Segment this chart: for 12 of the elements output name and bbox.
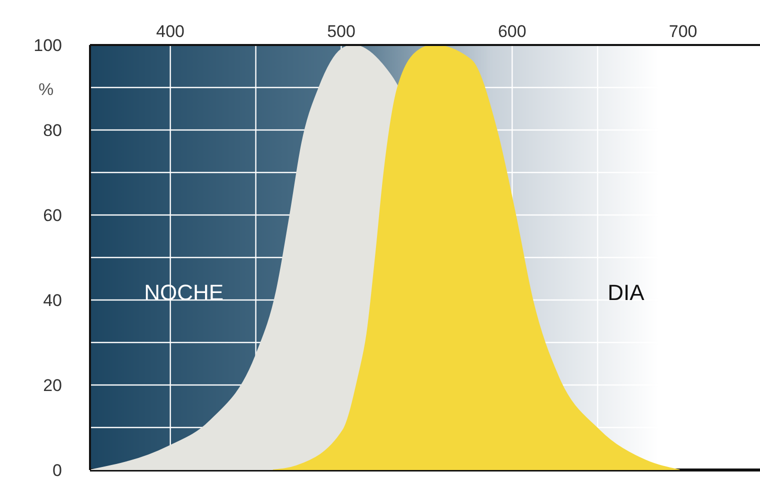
x-tick-label: 400 (156, 22, 185, 41)
y-tick-label: 60 (43, 206, 62, 226)
y-tick-label: 0 (52, 461, 62, 479)
x-tick-label: 500 (327, 22, 356, 41)
annotation: DIA (608, 280, 645, 305)
y-tick-label: 20 (43, 376, 62, 396)
y-tick-label: 40 (43, 291, 62, 310)
y-tick-label: 100 (34, 36, 62, 56)
x-tick-label: 700 (668, 22, 698, 41)
y-axis-title: % (38, 80, 54, 99)
y-tick-label: 80 (43, 121, 62, 140)
x-tick-label: 600 (498, 22, 526, 41)
